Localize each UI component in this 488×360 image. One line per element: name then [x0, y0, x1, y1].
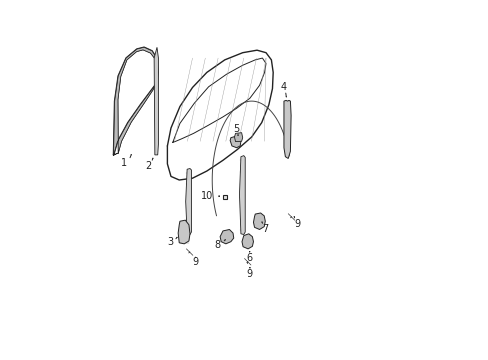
Text: 6: 6 — [246, 253, 252, 263]
Text: 9: 9 — [294, 219, 300, 229]
Text: 4: 4 — [280, 82, 286, 93]
Polygon shape — [178, 220, 190, 244]
Text: 9: 9 — [245, 269, 252, 279]
Polygon shape — [154, 47, 158, 155]
Text: 8: 8 — [214, 240, 220, 250]
Text: 10: 10 — [201, 191, 213, 201]
Polygon shape — [234, 133, 242, 141]
Polygon shape — [113, 47, 158, 155]
Polygon shape — [185, 168, 191, 234]
Text: 1: 1 — [121, 158, 126, 168]
Bar — [222, 195, 226, 199]
Polygon shape — [284, 100, 290, 158]
Text: 5: 5 — [233, 124, 239, 134]
Polygon shape — [253, 213, 265, 229]
Text: 2: 2 — [145, 161, 151, 171]
Polygon shape — [239, 156, 244, 234]
Text: 9: 9 — [192, 257, 198, 267]
Text: 7: 7 — [262, 224, 268, 234]
Text: 3: 3 — [166, 237, 173, 247]
Polygon shape — [242, 234, 253, 249]
Polygon shape — [230, 136, 241, 148]
Polygon shape — [220, 229, 233, 244]
